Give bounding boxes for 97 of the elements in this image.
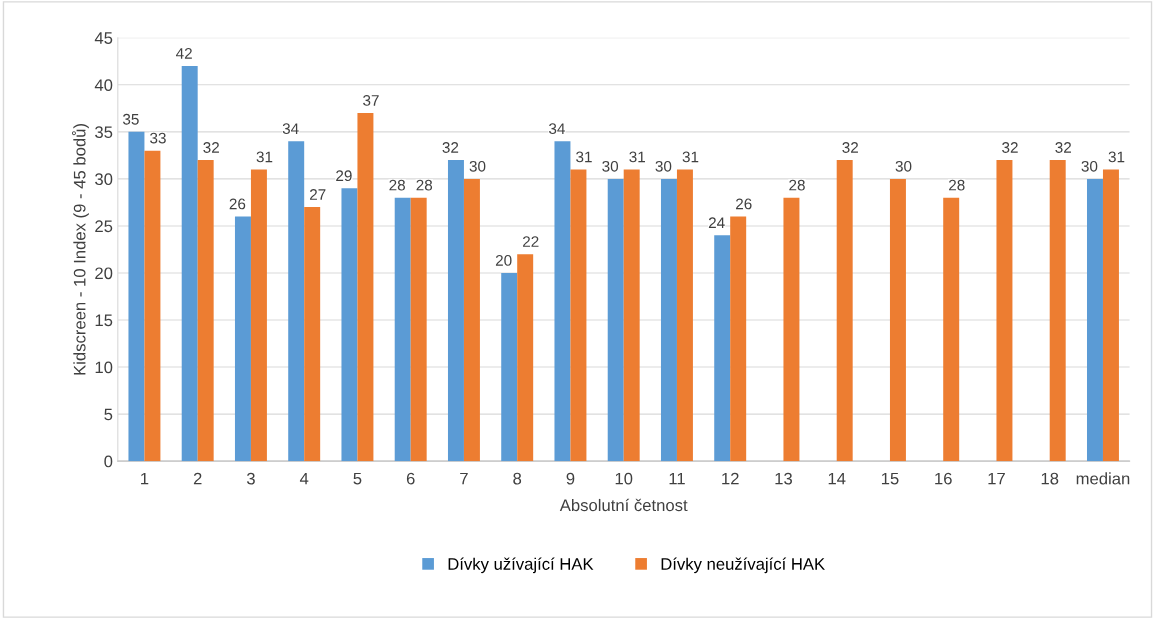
data-label: 31 (256, 151, 273, 163)
data-label: 31 (1108, 151, 1125, 163)
data-label: 32 (1002, 142, 1018, 153)
bar (730, 216, 747, 462)
x-tick-label: 3 (246, 472, 255, 485)
x-axis-title: Absolutní četnost (559, 498, 688, 512)
bar (394, 197, 411, 462)
x-tick-label: 7 (460, 472, 468, 485)
bar (783, 197, 800, 462)
bar (197, 160, 214, 462)
x-tick-label: 2 (193, 472, 202, 485)
bar (517, 254, 534, 462)
data-label: 28 (949, 179, 965, 191)
data-label: 30 (469, 160, 486, 172)
data-label: 34 (282, 123, 299, 135)
x-tick-label: median (1076, 472, 1130, 485)
legend-label: Dívky užívající HAK (448, 557, 594, 574)
bar (304, 207, 321, 462)
bar (410, 197, 427, 462)
bar (447, 160, 464, 462)
bar (554, 141, 571, 462)
data-label: 26 (229, 198, 246, 210)
data-label: 29 (336, 170, 352, 182)
x-tick-label: 15 (881, 472, 899, 485)
data-label: 42 (176, 47, 192, 59)
y-tick-label: 0 (104, 455, 113, 468)
data-label: 28 (789, 179, 805, 191)
y-axis-title: Kidscreen - 10 Index (9 - 45 bodů) (71, 124, 89, 375)
data-label: 33 (150, 132, 166, 144)
bar (1049, 160, 1066, 462)
bar (501, 272, 518, 462)
data-label: 30 (602, 160, 619, 172)
bar (607, 178, 624, 462)
data-label: 27 (310, 189, 326, 200)
data-label: 35 (122, 113, 139, 125)
data-label: 32 (203, 142, 219, 153)
data-label: 32 (442, 142, 459, 153)
y-tick-label: 35 (95, 126, 113, 139)
x-tick-label: 13 (775, 472, 792, 485)
data-label: 31 (576, 151, 592, 163)
y-tick-label: 45 (94, 32, 113, 44)
data-label: 30 (1081, 160, 1098, 172)
y-tick-label: 20 (95, 267, 113, 280)
x-tick-label: 12 (722, 472, 739, 485)
x-tick-label: 10 (615, 472, 633, 485)
bar (889, 178, 906, 462)
bar (943, 197, 960, 462)
bar (341, 188, 358, 462)
x-tick-label: 5 (353, 472, 362, 485)
bar (714, 235, 731, 462)
data-label: 28 (416, 179, 433, 191)
data-label: 37 (363, 95, 379, 106)
legend-label: Dívky neužívající HAK (661, 557, 825, 574)
bar (676, 169, 693, 462)
bar (128, 131, 145, 462)
x-tick-label: 17 (988, 472, 1005, 485)
bar (570, 169, 587, 462)
x-tick-label: 11 (669, 472, 685, 485)
y-tick-label: 30 (95, 173, 113, 186)
data-label: 24 (708, 217, 725, 229)
y-tick-label: 40 (94, 79, 113, 92)
y-tick-label: 10 (95, 361, 113, 374)
bar (463, 178, 480, 462)
bar (288, 141, 305, 462)
bar (1102, 169, 1119, 462)
bar (357, 113, 374, 462)
x-tick-label: 1 (141, 472, 149, 485)
data-label: 22 (523, 236, 539, 247)
data-label: 34 (548, 123, 565, 135)
data-label: 30 (895, 160, 912, 172)
bar (1086, 178, 1103, 462)
bar (996, 160, 1013, 462)
y-tick-label: 25 (95, 220, 113, 233)
x-tick-label: 14 (828, 472, 846, 485)
bar (234, 216, 251, 462)
x-tick-label: 9 (566, 472, 575, 485)
data-label: 31 (629, 151, 645, 163)
bar (660, 178, 677, 462)
bar (181, 65, 198, 462)
bar (623, 169, 640, 462)
x-tick-label: 4 (299, 472, 309, 485)
bar (250, 169, 267, 462)
y-tick-label: 5 (104, 408, 113, 421)
data-label: 30 (655, 160, 672, 172)
data-label: 31 (682, 151, 699, 163)
data-label: 32 (1055, 142, 1071, 153)
data-label: 28 (389, 179, 405, 191)
x-tick-label: 18 (1041, 472, 1059, 485)
bar (836, 160, 853, 462)
data-label: 20 (495, 254, 512, 266)
x-tick-label: 6 (406, 472, 415, 485)
x-tick-label: 16 (935, 472, 952, 485)
x-tick-label: 8 (513, 472, 522, 485)
data-label: 26 (736, 198, 752, 210)
bar (144, 150, 161, 462)
y-tick-label: 15 (95, 314, 113, 327)
data-label: 32 (842, 142, 858, 153)
